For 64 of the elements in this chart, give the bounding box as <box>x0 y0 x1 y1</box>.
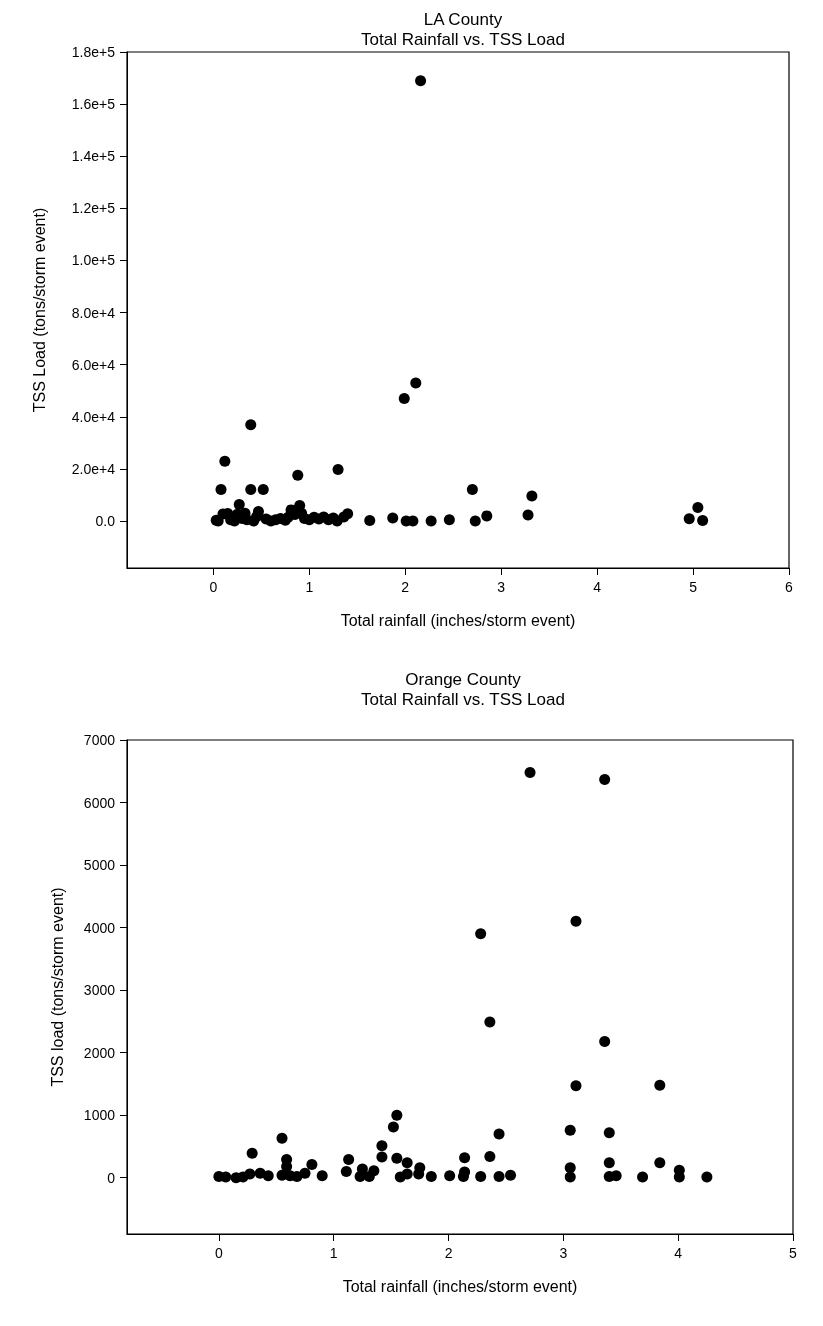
point <box>398 393 410 405</box>
y-tick-label: 2000 <box>83 1044 116 1061</box>
x-tick-label: 2 <box>401 579 410 595</box>
y-axis-title: TSS Load (tons/storm event) <box>30 207 48 413</box>
chart-title: LA County <box>423 10 503 29</box>
chart-subtitle: Total Rainfall vs. TSS Load <box>361 30 565 49</box>
point <box>219 455 231 467</box>
y-tick-label: 1.4e+5 <box>71 148 116 165</box>
point <box>245 484 257 496</box>
point <box>292 469 304 481</box>
point <box>692 502 704 514</box>
y-tick-label: 4.0e+4 <box>71 408 116 425</box>
y-tick-label: 4000 <box>83 919 116 936</box>
point <box>522 509 534 521</box>
y-tick-label: 1.8e+5 <box>71 44 116 60</box>
point <box>469 515 481 527</box>
x-tick-label: 6 <box>785 579 794 595</box>
point <box>410 377 422 389</box>
x-axis-title: Total rainfall (inches/storm event) <box>340 611 576 629</box>
point <box>443 514 455 526</box>
y-tick-label: 0.0 <box>95 513 116 530</box>
y-tick-label: 1.6e+5 <box>71 96 116 113</box>
point <box>683 513 695 525</box>
point <box>257 484 269 496</box>
y-tick-label: 2.0e+4 <box>71 460 116 477</box>
point <box>332 463 344 475</box>
point <box>466 484 478 496</box>
point <box>697 515 709 527</box>
x-tick-label: 0 <box>214 1245 223 1261</box>
y-tick-label: 6.0e+4 <box>71 356 116 373</box>
x-tick-label: 2 <box>444 1245 453 1261</box>
x-tick-label: 5 <box>689 579 698 595</box>
y-tick-label: 1.0e+5 <box>71 252 116 269</box>
x-tick-label: 4 <box>593 579 602 595</box>
point <box>233 498 245 510</box>
point <box>364 515 376 527</box>
x-axis-title: Total rainfall (inches/storm event) <box>342 1277 578 1295</box>
y-tick-label: 1.2e+5 <box>71 200 116 217</box>
point <box>331 515 343 527</box>
y-tick-label: 6000 <box>83 794 116 811</box>
point <box>425 515 437 527</box>
point <box>526 490 538 502</box>
y-tick-label: 8.0e+4 <box>71 304 116 321</box>
y-tick-label: 0 <box>107 1169 116 1186</box>
y-tick-label: 5000 <box>83 857 116 874</box>
point <box>481 510 493 522</box>
point <box>251 511 263 523</box>
point <box>245 419 257 431</box>
x-tick-label: 5 <box>789 1245 798 1261</box>
y-tick-label: 1000 <box>83 1107 116 1124</box>
y-axis-title: TSS load (tons/storm event) <box>48 887 66 1087</box>
chart-title: Orange County <box>405 670 522 689</box>
x-tick-label: 0 <box>209 579 218 595</box>
x-tick-label: 1 <box>305 579 314 595</box>
y-tick-label: 7000 <box>83 732 116 748</box>
y-tick-label: 3000 <box>83 982 116 999</box>
x-tick-label: 4 <box>674 1245 683 1261</box>
chart-subtitle: Total Rainfall vs. TSS Load <box>361 690 565 709</box>
point <box>215 484 227 496</box>
point <box>415 75 427 87</box>
x-tick-label: 3 <box>559 1245 568 1261</box>
point <box>387 512 399 524</box>
x-tick-label: 3 <box>497 579 506 595</box>
x-tick-label: 1 <box>329 1245 338 1261</box>
